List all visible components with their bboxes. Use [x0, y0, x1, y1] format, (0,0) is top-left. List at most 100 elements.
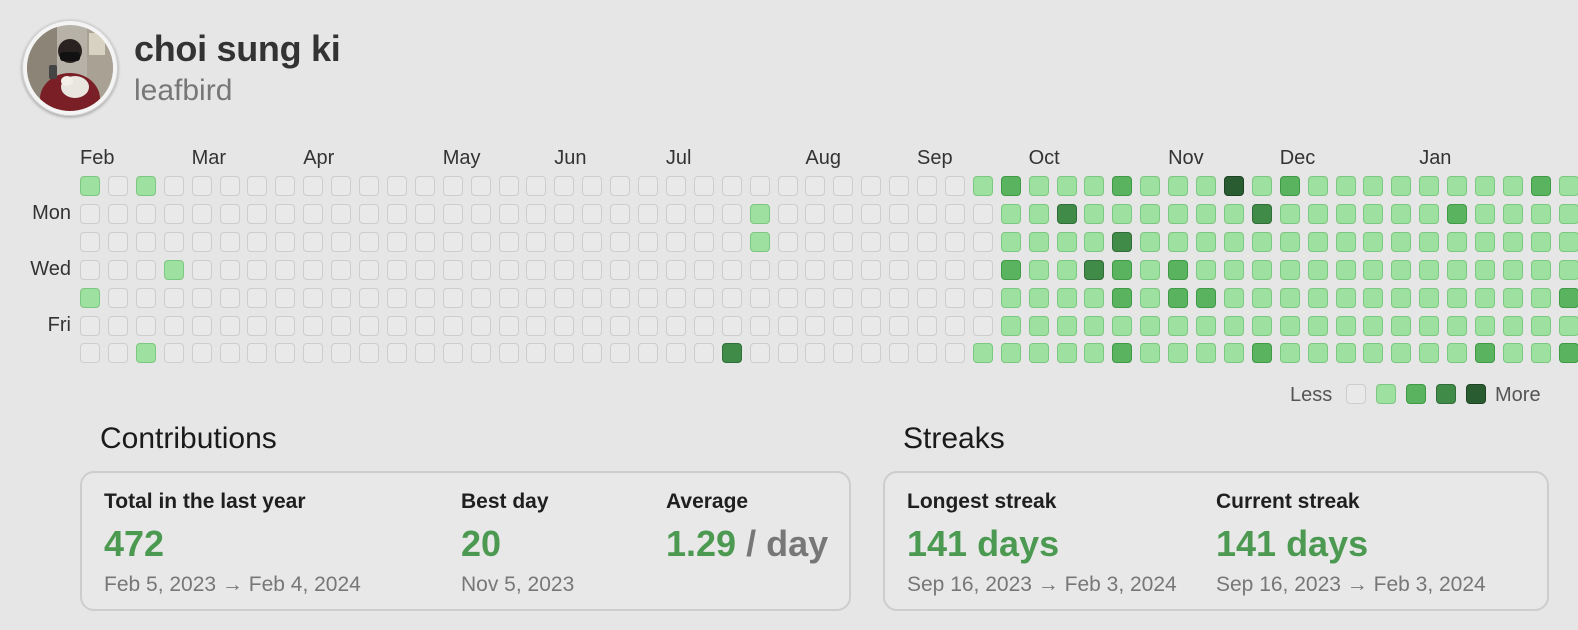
contribution-cell[interactable] — [359, 315, 379, 336]
contribution-cell[interactable] — [414, 315, 435, 336]
contribution-cell[interactable] — [1335, 315, 1356, 336]
contribution-cell[interactable] — [526, 287, 547, 308]
contribution-cell[interactable] — [972, 315, 993, 336]
contribution-cell[interactable] — [275, 176, 296, 196]
contribution-cell[interactable] — [1391, 259, 1412, 280]
contribution-cell[interactable] — [1112, 315, 1133, 336]
contribution-cell[interactable] — [749, 231, 770, 252]
contribution-cell[interactable] — [1196, 176, 1216, 196]
contribution-cell[interactable] — [247, 203, 268, 224]
contribution-cell[interactable] — [1251, 231, 1272, 252]
contribution-cell[interactable] — [386, 287, 407, 308]
contribution-cell[interactable] — [1168, 176, 1189, 196]
contribution-cell[interactable] — [470, 176, 491, 196]
contribution-cell[interactable] — [1391, 231, 1412, 252]
contribution-cell[interactable] — [470, 259, 491, 280]
contribution-cell[interactable] — [833, 287, 854, 308]
contribution-cell[interactable] — [721, 231, 742, 252]
contribution-cell[interactable] — [1558, 259, 1578, 280]
contribution-cell[interactable] — [1419, 259, 1440, 280]
contribution-cell[interactable] — [805, 203, 826, 224]
contribution-cell[interactable] — [1223, 231, 1244, 252]
contribution-cell[interactable] — [861, 203, 882, 224]
contribution-cell[interactable] — [414, 231, 435, 252]
contribution-cell[interactable] — [1335, 259, 1356, 280]
contribution-cell[interactable] — [1112, 203, 1133, 224]
contribution-cell[interactable] — [135, 176, 156, 196]
contribution-cell[interactable] — [665, 176, 686, 196]
contribution-cell[interactable] — [1419, 343, 1440, 364]
contribution-cell[interactable] — [107, 176, 128, 196]
contribution-cell[interactable] — [1363, 259, 1384, 280]
contribution-cell[interactable] — [1558, 315, 1578, 336]
contribution-cell[interactable] — [163, 287, 184, 308]
contribution-cell[interactable] — [1056, 259, 1077, 280]
contribution-cell[interactable] — [1502, 176, 1523, 196]
contribution-cell[interactable] — [582, 231, 603, 252]
contribution-cell[interactable] — [1000, 259, 1021, 280]
contribution-cell[interactable] — [665, 343, 686, 364]
contribution-cell[interactable] — [1196, 203, 1216, 224]
contribution-cell[interactable] — [889, 343, 910, 364]
contribution-cell[interactable] — [442, 231, 463, 252]
contribution-cell[interactable] — [1279, 287, 1300, 308]
contribution-cell[interactable] — [1447, 176, 1468, 196]
contribution-cell[interactable] — [135, 315, 156, 336]
contribution-cell[interactable] — [917, 315, 937, 336]
contribution-cell[interactable] — [526, 315, 547, 336]
contribution-cell[interactable] — [861, 259, 882, 280]
contribution-cell[interactable] — [638, 343, 658, 364]
contribution-cell[interactable] — [1419, 176, 1440, 196]
contribution-cell[interactable] — [303, 259, 324, 280]
contribution-cell[interactable] — [805, 231, 826, 252]
contribution-cell[interactable] — [638, 315, 658, 336]
contribution-cell[interactable] — [331, 176, 352, 196]
contribution-cell[interactable] — [107, 231, 128, 252]
contribution-cell[interactable] — [303, 203, 324, 224]
contribution-cell[interactable] — [303, 231, 324, 252]
contribution-cell[interactable] — [1530, 343, 1551, 364]
contribution-cell[interactable] — [1558, 343, 1578, 364]
contribution-cell[interactable] — [442, 259, 463, 280]
contribution-cell[interactable] — [1084, 287, 1105, 308]
contribution-cell[interactable] — [1447, 287, 1468, 308]
contribution-cell[interactable] — [414, 176, 435, 196]
contribution-cell[interactable] — [1251, 287, 1272, 308]
contribution-cell[interactable] — [331, 231, 352, 252]
contribution-cell[interactable] — [1056, 315, 1077, 336]
contribution-cell[interactable] — [721, 287, 742, 308]
contribution-cell[interactable] — [1530, 315, 1551, 336]
contribution-cell[interactable] — [777, 343, 798, 364]
contribution-cell[interactable] — [1419, 203, 1440, 224]
contribution-cell[interactable] — [917, 231, 937, 252]
contribution-cell[interactable] — [693, 203, 714, 224]
contribution-cell[interactable] — [1028, 315, 1049, 336]
contribution-cell[interactable] — [665, 203, 686, 224]
contribution-cell[interactable] — [777, 203, 798, 224]
contribution-cell[interactable] — [1363, 343, 1384, 364]
contribution-cell[interactable] — [805, 259, 826, 280]
contribution-cell[interactable] — [889, 231, 910, 252]
profile-handle[interactable]: leafbird — [134, 74, 233, 107]
contribution-cell[interactable] — [582, 259, 603, 280]
contribution-cell[interactable] — [554, 231, 575, 252]
contribution-cell[interactable] — [1223, 343, 1244, 364]
contribution-cell[interactable] — [833, 176, 854, 196]
contribution-cell[interactable] — [917, 259, 937, 280]
contribution-cell[interactable] — [1279, 176, 1300, 196]
contribution-cell[interactable] — [554, 203, 575, 224]
contribution-cell[interactable] — [498, 315, 519, 336]
contribution-cell[interactable] — [80, 259, 100, 280]
contribution-cell[interactable] — [721, 315, 742, 336]
contribution-cell[interactable] — [1140, 315, 1161, 336]
contribution-cell[interactable] — [1391, 176, 1412, 196]
contribution-cell[interactable] — [1530, 259, 1551, 280]
contribution-cell[interactable] — [749, 203, 770, 224]
contribution-cell[interactable] — [1279, 231, 1300, 252]
contribution-cell[interactable] — [1447, 203, 1468, 224]
contribution-cell[interactable] — [1196, 287, 1216, 308]
contribution-cell[interactable] — [1447, 343, 1468, 364]
contribution-cell[interactable] — [1335, 203, 1356, 224]
contribution-cell[interactable] — [442, 343, 463, 364]
contribution-cell[interactable] — [80, 231, 100, 252]
